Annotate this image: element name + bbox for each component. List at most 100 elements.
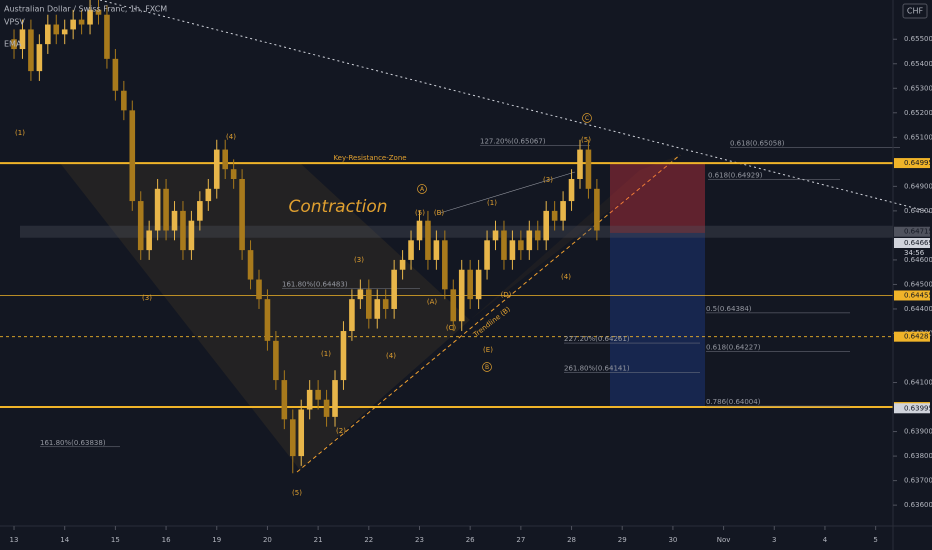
- candle-body: [247, 250, 254, 280]
- candle-body: [585, 149, 592, 189]
- annotation: Key-Resistance-Zone: [333, 154, 406, 162]
- candle-body: [399, 259, 406, 270]
- wave-circle: [417, 184, 427, 194]
- candle-body: [78, 19, 85, 25]
- fib-label: 161.80%(0.64483): [282, 281, 348, 289]
- candle-body: [366, 289, 372, 319]
- y-tick-label: 0.63900: [904, 428, 932, 436]
- currency-box[interactable]: [902, 3, 928, 19]
- candle-body: [230, 169, 237, 180]
- candle-body: [36, 44, 43, 72]
- y-tick-label: 0.64500: [904, 280, 932, 288]
- candle-body: [95, 9, 102, 15]
- candle-body: [458, 269, 465, 322]
- current-price-band: [20, 225, 893, 238]
- position-reward: [610, 232, 705, 408]
- price-badge-label: 0.64669: [904, 239, 932, 247]
- wave-label: (4): [386, 352, 396, 360]
- x-tick-label: 19: [212, 536, 221, 544]
- y-tick-label: 0.65100: [904, 133, 932, 141]
- candle-body: [53, 24, 60, 35]
- x-tick-label: 20: [263, 536, 272, 544]
- candle-body: [501, 230, 507, 260]
- candle-body: [475, 269, 482, 300]
- wave-label: A: [420, 186, 425, 193]
- y-tick-label: 0.65300: [904, 84, 932, 92]
- candle-body: [492, 230, 499, 241]
- x-tick-label: 4: [823, 536, 828, 544]
- candle-body: [188, 220, 195, 251]
- wave-label: (1): [15, 129, 25, 137]
- support-trendline: [296, 154, 681, 473]
- candle-body: [222, 149, 229, 170]
- candle-body: [518, 240, 524, 251]
- price-badge: [894, 226, 930, 237]
- fib-label: 161.80%(0.63838): [40, 439, 106, 447]
- candle-body: [281, 380, 288, 420]
- candle-body: [273, 340, 279, 381]
- candle-body: [298, 409, 305, 457]
- x-tick-label: 29: [618, 536, 627, 544]
- wave-label: (3): [142, 294, 152, 302]
- price-badge-label: 0.63995: [904, 404, 932, 412]
- candle-body: [357, 289, 364, 300]
- y-tick-label: 0.64600: [904, 256, 932, 264]
- candle-body: [534, 230, 541, 241]
- fib-label: 0.618(0.64929): [708, 171, 763, 179]
- candle-body: [256, 279, 262, 300]
- y-tick-label: 0.65200: [904, 109, 932, 117]
- fib-label: 0.786(0.64004): [706, 398, 761, 406]
- x-tick-label: 13: [10, 536, 19, 544]
- candle-body: [577, 149, 583, 180]
- candle-body: [180, 210, 186, 251]
- indicator-label: EMA: [4, 40, 22, 49]
- wave-label: (1): [487, 199, 497, 207]
- price-badge-label: 0.64995: [904, 159, 932, 167]
- x-tick-label: 22: [364, 536, 373, 544]
- annotation: Contraction: [288, 197, 387, 217]
- candle-body: [163, 188, 169, 231]
- wave-label: (B): [434, 209, 445, 217]
- candle-body: [289, 419, 296, 457]
- candle-body: [509, 240, 516, 260]
- wave-label: B: [485, 364, 489, 371]
- candle-body: [374, 299, 381, 319]
- price-badge-label: 0.64455: [904, 291, 932, 299]
- price-badge-label: 0.64287: [904, 333, 932, 341]
- wave-label: (5): [581, 136, 591, 144]
- candle-body: [450, 289, 457, 322]
- candle-body: [433, 240, 440, 260]
- candle-body: [205, 188, 212, 202]
- x-tick-label: 14: [60, 536, 69, 544]
- candle-body: [349, 299, 355, 332]
- candle-body: [11, 39, 17, 50]
- wave-label: (E): [483, 346, 493, 354]
- wave-circle: [482, 362, 492, 372]
- candle-body: [45, 24, 51, 45]
- wave-label: (2): [336, 427, 346, 435]
- candle-body: [19, 29, 26, 50]
- candle-body: [129, 110, 136, 202]
- x-tick-label: 3: [772, 536, 776, 544]
- x-tick-label: 15: [111, 536, 120, 544]
- candle-body: [560, 201, 566, 221]
- wave-label: (4): [561, 273, 571, 281]
- candle-body: [526, 230, 533, 251]
- price-badge-label: 0.64715: [904, 228, 932, 236]
- candle-body: [484, 240, 490, 270]
- fib-label: 227.20%(0.64261): [564, 335, 630, 343]
- y-tick-label: 0.64800: [904, 207, 932, 215]
- candle-body: [197, 201, 203, 221]
- candle-body: [391, 269, 397, 309]
- candle-body: [171, 210, 178, 231]
- candle-body: [594, 188, 600, 231]
- wave-label: (1): [321, 350, 331, 358]
- candle-body: [28, 29, 34, 72]
- candle-body: [104, 14, 110, 59]
- fib-label: 0.5(0.64384): [706, 305, 752, 313]
- currency[interactable]: CHF: [907, 7, 924, 16]
- fib-label: 0.618(0.64227): [706, 343, 761, 351]
- candle-body: [239, 179, 245, 251]
- x-tick-label: Nov: [717, 536, 731, 544]
